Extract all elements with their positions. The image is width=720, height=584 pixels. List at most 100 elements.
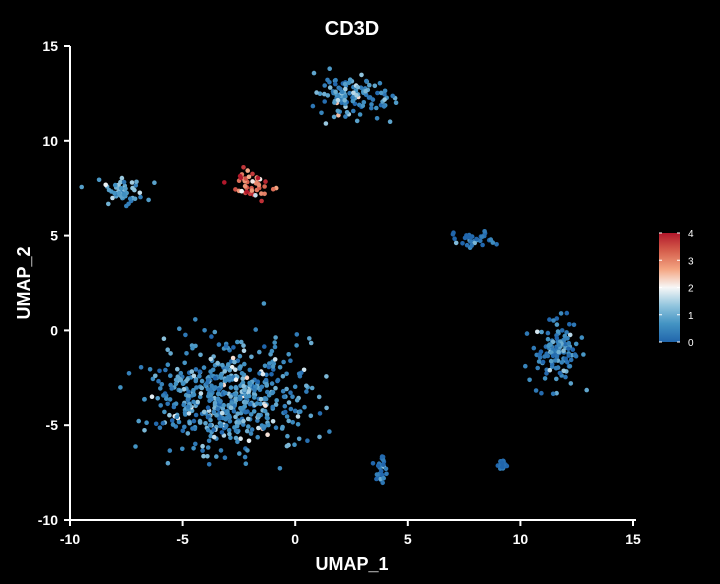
cell-point <box>246 424 251 429</box>
cell-point <box>296 436 302 442</box>
cell-point <box>308 340 314 346</box>
cell-point <box>208 387 213 392</box>
cell-point <box>174 414 180 420</box>
cell-point <box>304 389 309 394</box>
x-tick-label: 10 <box>513 531 529 547</box>
cell-point <box>201 453 206 459</box>
cell-point <box>324 374 329 379</box>
cell-point <box>262 344 267 349</box>
x-tick-label: 5 <box>404 531 412 547</box>
cell-point <box>191 418 197 424</box>
cell-point <box>197 420 203 425</box>
cell-point <box>464 233 469 238</box>
x-tick-label: 0 <box>291 531 299 547</box>
cell-point <box>308 413 314 419</box>
cell-point <box>270 419 276 424</box>
cell-point <box>253 327 258 332</box>
cell-point <box>294 332 300 337</box>
x-tick-label: -10 <box>60 531 80 547</box>
cell-point <box>233 187 238 192</box>
cell-point <box>221 402 226 408</box>
cell-point <box>335 108 341 114</box>
cell-point <box>245 168 250 173</box>
cell-point <box>370 461 376 466</box>
cell-point <box>214 413 219 418</box>
cell-point <box>239 371 245 376</box>
cell-point <box>280 374 286 379</box>
cell-point <box>157 425 163 431</box>
cell-point <box>383 466 389 472</box>
cell-point <box>242 387 247 393</box>
cell-point <box>246 393 252 399</box>
cell-point <box>181 380 186 386</box>
cell-point <box>173 381 179 387</box>
cell-point <box>231 409 237 414</box>
cell-point <box>194 385 199 390</box>
cell-point <box>548 358 554 364</box>
cell-point <box>106 201 111 207</box>
cell-point <box>351 108 356 114</box>
cell-point <box>387 119 393 124</box>
cell-point <box>171 404 177 410</box>
cell-point <box>205 380 210 386</box>
cell-point <box>257 349 262 355</box>
cell-point <box>453 240 459 246</box>
cell-point <box>242 361 247 367</box>
cell-point <box>259 191 264 196</box>
cell-point <box>325 93 331 98</box>
cell-point <box>167 448 173 453</box>
cell-point <box>249 427 255 432</box>
cell-point <box>570 347 576 352</box>
cell-point <box>336 113 341 118</box>
cell-point <box>147 367 153 372</box>
cell-point <box>132 196 138 202</box>
cell-point <box>567 332 573 338</box>
cell-point <box>374 476 379 482</box>
cell-point <box>212 400 218 406</box>
cell-point <box>198 391 204 396</box>
cell-point <box>237 353 243 359</box>
cell-point <box>261 301 267 306</box>
cell-point <box>173 401 179 407</box>
cell-point <box>213 385 218 390</box>
cell-point <box>212 375 218 381</box>
cell-point <box>384 471 389 477</box>
cell-point <box>241 165 246 170</box>
cell-point <box>354 93 359 98</box>
cell-point <box>309 385 315 391</box>
cell-point <box>342 81 348 87</box>
cell-point <box>208 356 214 362</box>
cell-point <box>332 100 337 105</box>
cell-point <box>553 365 559 371</box>
cell-point <box>573 341 579 347</box>
cell-point <box>547 367 553 373</box>
cell-point <box>197 394 203 400</box>
cell-point <box>273 385 278 391</box>
cell-point <box>377 80 383 86</box>
cell-point <box>201 365 207 370</box>
cell-point <box>144 420 149 426</box>
cell-point <box>183 412 188 417</box>
cell-point <box>208 417 213 423</box>
cell-point <box>218 448 224 453</box>
cell-point <box>243 400 249 405</box>
cell-point <box>247 367 253 373</box>
cell-point <box>252 388 257 393</box>
cell-point <box>153 373 158 379</box>
cell-point <box>355 84 361 90</box>
cell-point <box>223 390 228 396</box>
cell-point <box>217 416 222 421</box>
cell-point <box>550 391 556 397</box>
cell-point <box>563 341 568 347</box>
cell-point <box>216 387 222 393</box>
cell-point <box>219 422 224 428</box>
cell-point <box>554 316 560 321</box>
cell-point <box>557 370 563 376</box>
cell-point <box>168 373 173 379</box>
cell-point <box>263 179 268 184</box>
cell-point <box>243 409 248 415</box>
cell-point <box>79 184 84 190</box>
cell-point <box>249 188 255 193</box>
cell-point <box>123 186 128 191</box>
cell-point <box>372 83 378 89</box>
